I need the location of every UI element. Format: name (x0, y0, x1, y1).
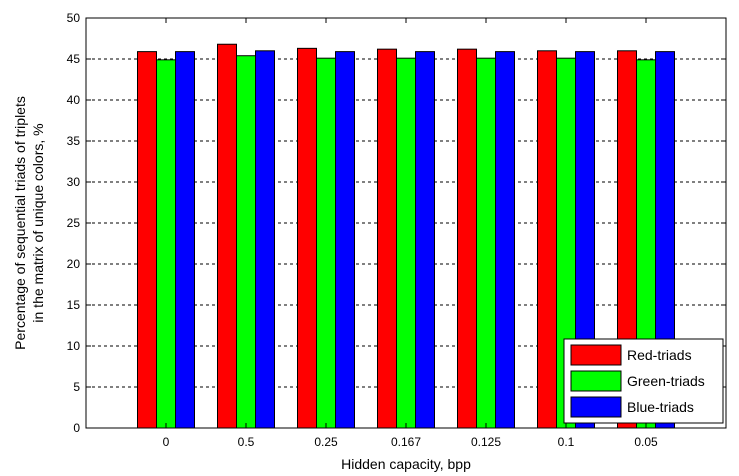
bar-blue-triads (415, 51, 435, 429)
bar-blue-triads (335, 51, 355, 429)
x-axis-ticks: 0 0.5 0.25 0.167 0.125 0.1 0.05 (163, 18, 658, 449)
bar-green-triads (156, 59, 176, 429)
bar-red-triads (457, 48, 477, 429)
legend-swatch (570, 370, 622, 392)
bar-green-triads (316, 57, 336, 429)
y-tick-label: 30 (67, 175, 81, 189)
y-tick-label: 5 (73, 380, 80, 394)
y-tick-label: 0 (73, 421, 80, 435)
x-axis-label: Hidden capacity, bpp (341, 456, 471, 472)
x-tick-label: 0 (163, 435, 170, 449)
legend-label: Red-triads (627, 347, 692, 363)
x-tick-label: 0.1 (558, 435, 575, 449)
legend-swatch (570, 344, 622, 366)
x-tick-label: 0.125 (471, 435, 501, 449)
y-tick-label: 15 (67, 298, 81, 312)
bar-green-triads (476, 57, 496, 429)
y-axis-label-line2: in the matrix of unique colors, % (30, 123, 46, 322)
y-axis-ticks: 0 5 10 15 20 25 30 35 40 45 50 (67, 11, 726, 435)
bar-red-triads (137, 51, 157, 429)
y-tick-label: 20 (67, 257, 81, 271)
bar-blue-triads (495, 51, 515, 429)
y-tick-label: 40 (67, 93, 81, 107)
bar-red-triads (377, 48, 397, 429)
y-tick-label: 35 (67, 134, 81, 148)
bar-red-triads (537, 50, 557, 429)
y-tick-label: 50 (67, 11, 81, 25)
legend-swatch (570, 396, 622, 418)
bar-red-triads (297, 47, 317, 429)
x-tick-label: 0.25 (314, 435, 338, 449)
y-tick-label: 45 (67, 52, 81, 66)
bar-blue-triads (175, 51, 195, 429)
bar-blue-triads (255, 50, 275, 429)
legend-label: Green-triads (627, 373, 705, 389)
bar-red-triads (217, 43, 237, 429)
bars (137, 43, 675, 429)
bar-green-triads (236, 55, 256, 429)
x-tick-label: 0.167 (391, 435, 421, 449)
legend-label: Blue-triads (627, 399, 694, 415)
y-axis-label-line1: Percentage of sequential triads of tripl… (12, 96, 28, 350)
x-tick-label: 0.5 (238, 435, 255, 449)
x-tick-label: 0.05 (634, 435, 658, 449)
y-tick-label: 10 (67, 339, 81, 353)
y-tick-label: 25 (67, 216, 81, 230)
legend: Red-triads Green-triads Blue-triads (563, 338, 724, 424)
bar-green-triads (396, 57, 416, 429)
